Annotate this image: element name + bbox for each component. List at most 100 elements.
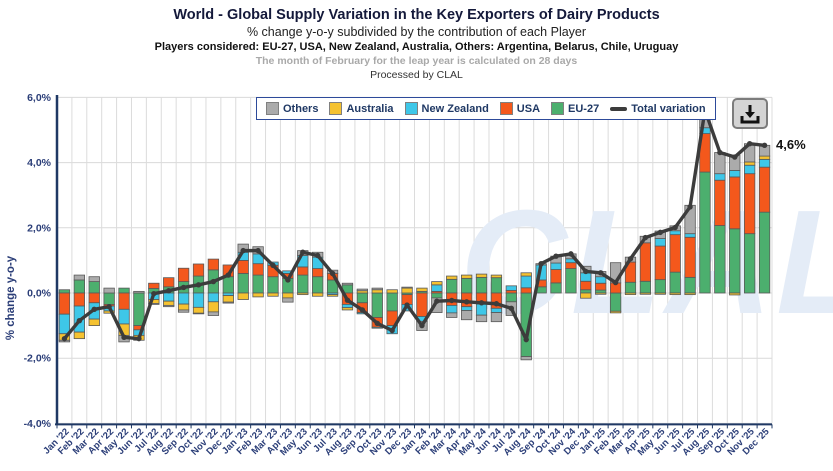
total-point: [300, 249, 306, 255]
segment-eu-27: [431, 292, 443, 299]
segment-usa: [684, 236, 696, 278]
bar-Dec25[interactable]: [758, 144, 771, 294]
segment-eu-27: [714, 225, 726, 294]
bar-Jun24[interactable]: [490, 274, 503, 323]
total-point: [746, 140, 753, 147]
total-point: [568, 251, 574, 257]
bar-Oct25[interactable]: [729, 154, 741, 296]
total-point: [657, 229, 663, 236]
total-point: [240, 247, 246, 254]
segment-others: [401, 286, 413, 289]
total-point: [642, 234, 649, 241]
segment-eu-27: [371, 292, 383, 318]
segment-australia: [163, 300, 175, 306]
segment-eu-27: [639, 280, 652, 294]
bar-Oct24[interactable]: [550, 255, 562, 294]
segment-others: [133, 290, 145, 294]
segment-new-zealand: [58, 313, 71, 335]
segment-eu-27: [460, 277, 473, 294]
bar-Feb24[interactable]: [431, 281, 443, 313]
total-point: [508, 305, 515, 312]
bar-Jun25[interactable]: [669, 225, 681, 296]
bar-Apr24[interactable]: [460, 274, 473, 321]
total-point: [121, 334, 127, 341]
segment-australia: [490, 274, 503, 279]
bar-Feb25[interactable]: [609, 262, 622, 314]
legend-item-total-variation[interactable]: Total variation: [610, 103, 706, 115]
segment-new-zealand: [490, 307, 503, 313]
legend-item-others[interactable]: Others: [266, 102, 318, 115]
bar-Nov22[interactable]: [207, 258, 220, 316]
segment-eu-27: [356, 292, 369, 304]
segment-eu-27: [624, 281, 637, 294]
total-point: [329, 270, 336, 277]
legend-item-usa[interactable]: USA: [499, 102, 541, 115]
chart-area: CLAL6,0%4,0%2,0%0,0%-2,0%-4,0%% change y…: [0, 85, 833, 466]
total-point: [255, 247, 261, 254]
y-tick-label: 4,0%: [27, 157, 52, 169]
legend-item-eu-27[interactable]: EU-27: [551, 102, 599, 115]
segment-eu-27: [505, 292, 517, 303]
y-tick-label: 2,0%: [27, 222, 52, 234]
segment-usa: [520, 287, 532, 294]
stacked-bars: [58, 109, 771, 361]
total-point: [225, 272, 232, 278]
leap-year-note: The month of February for the leap year …: [255, 55, 578, 67]
segment-new-zealand: [714, 173, 726, 181]
total-point: [627, 256, 634, 262]
total-point: [344, 297, 351, 303]
segment-new-zealand: [520, 275, 532, 289]
segment-eu-27: [103, 292, 115, 305]
segment-australia: [297, 292, 309, 296]
bar-May25[interactable]: [654, 230, 666, 295]
segment-new-zealand: [654, 238, 666, 247]
segment-others: [520, 356, 532, 361]
segment-usa: [729, 176, 741, 230]
total-point: [717, 149, 723, 156]
total-point: [151, 290, 157, 297]
segment-australia: [416, 287, 428, 292]
total-point: [270, 262, 276, 268]
segment-eu-27: [490, 277, 503, 294]
legend-label: USA: [516, 102, 541, 115]
segment-new-zealand: [669, 230, 681, 236]
supply-variation-chart: CLAL6,0%4,0%2,0%0,0%-2,0%-4,0%% change y…: [5, 92, 833, 458]
legend-item-australia[interactable]: Australia: [329, 102, 394, 115]
segment-others: [446, 312, 458, 318]
total-point: [553, 253, 559, 259]
bar-Mar24[interactable]: [446, 275, 458, 318]
y-tick-label: -4,0%: [24, 418, 52, 430]
segment-new-zealand: [729, 170, 741, 178]
bar-Sep25[interactable]: [714, 152, 726, 294]
total-point: [612, 279, 619, 286]
segment-usa: [237, 259, 249, 274]
segment-australia: [252, 292, 264, 298]
bar-Jul25[interactable]: [684, 204, 696, 296]
bar-May24[interactable]: [475, 273, 488, 323]
segment-usa: [192, 263, 205, 277]
total-point: [478, 300, 485, 306]
download-icon: [740, 104, 760, 123]
download-button[interactable]: [732, 98, 768, 129]
segment-usa: [639, 242, 652, 282]
legend-item-new-zealand[interactable]: New Zealand: [404, 102, 489, 115]
segment-new-zealand: [192, 292, 205, 308]
bar-Sep22[interactable]: [177, 267, 190, 313]
bar-Oct22[interactable]: [192, 263, 205, 315]
bar-Feb22[interactable]: [73, 274, 85, 340]
segment-others: [341, 282, 354, 286]
total-point: [404, 302, 410, 308]
segment-australia: [684, 292, 696, 296]
segment-others: [356, 288, 369, 292]
bar-Nov25[interactable]: [744, 143, 756, 294]
segment-usa: [118, 292, 130, 310]
y-tick-label: 0,0%: [27, 288, 52, 300]
total-point: [493, 301, 500, 307]
total-point: [91, 306, 97, 312]
legend-line-swatch: [610, 106, 628, 111]
bar-Mar22[interactable]: [88, 276, 100, 327]
segment-eu-27: [654, 279, 666, 294]
total-point: [195, 282, 202, 288]
segment-eu-27: [386, 292, 398, 312]
segment-australia: [73, 331, 85, 340]
